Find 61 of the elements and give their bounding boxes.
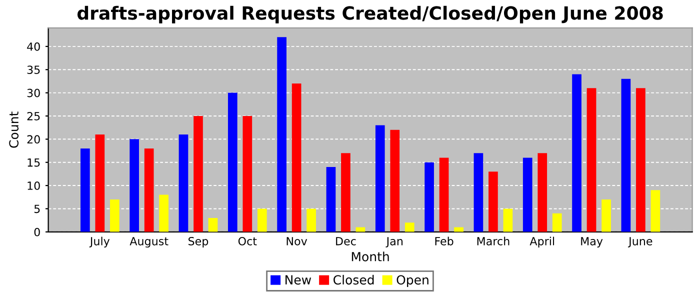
bar — [292, 84, 302, 232]
legend-label: Open — [396, 275, 428, 287]
bar — [572, 74, 582, 232]
bar — [306, 208, 316, 232]
bar — [404, 222, 414, 232]
bar — [602, 199, 611, 232]
x-tick-label: Oct — [238, 236, 257, 246]
bar — [424, 162, 434, 232]
y-tick-label: 40 — [27, 42, 40, 51]
bar — [277, 37, 286, 232]
bar — [178, 134, 188, 232]
y-tick-label: 35 — [27, 66, 40, 74]
legend-label: Closed — [334, 274, 374, 285]
chart-title: drafts-approval Requests Created/Closed/Open June 2008 — [77, 6, 663, 24]
bar — [130, 139, 139, 232]
legend-label: New — [286, 275, 312, 285]
x-axis-title: Month — [352, 252, 389, 262]
bar — [110, 199, 120, 232]
y-axis-title: Count — [9, 112, 19, 148]
bar — [586, 88, 596, 232]
bar — [228, 92, 238, 232]
x-tick-label: Jan — [386, 237, 402, 248]
bar — [552, 213, 562, 232]
y-tick-label: 20 — [27, 135, 40, 144]
x-tick-label: May — [581, 237, 603, 248]
y-tick-label: 25 — [27, 112, 40, 120]
bar — [375, 125, 385, 232]
bar — [194, 116, 203, 232]
bar — [257, 208, 267, 232]
y-tick-label: 15 — [28, 158, 40, 167]
y-tick-label: 5 — [34, 204, 40, 214]
bar — [522, 158, 532, 232]
bar — [503, 208, 513, 232]
bar — [538, 153, 548, 232]
bar — [326, 166, 336, 232]
bar — [144, 148, 154, 232]
y-tick-label: 30 — [27, 88, 40, 98]
bar — [390, 130, 400, 232]
bar — [621, 78, 631, 232]
x-tick-label: Dec — [336, 237, 356, 246]
bar — [636, 88, 646, 232]
x-tick-label: Sep — [188, 236, 208, 248]
x-tick-label: March — [477, 236, 510, 246]
bar — [242, 116, 252, 232]
bar — [474, 153, 484, 232]
x-tick-label: Nov — [286, 237, 308, 246]
bar — [80, 148, 90, 232]
bar — [159, 194, 168, 232]
bar — [95, 134, 105, 232]
x-tick-label: July — [89, 236, 110, 248]
y-tick-label: 10 — [28, 182, 40, 190]
x-tick-label: June — [628, 237, 652, 248]
x-tick-label: August — [130, 237, 168, 248]
bar — [208, 218, 218, 232]
bar — [341, 153, 350, 232]
x-tick-label: Feb — [435, 236, 454, 246]
bar — [488, 172, 498, 232]
y-tick-label: 0 — [34, 228, 40, 236]
bar — [650, 190, 660, 232]
x-tick-label: April — [530, 236, 554, 248]
bar — [439, 158, 449, 232]
